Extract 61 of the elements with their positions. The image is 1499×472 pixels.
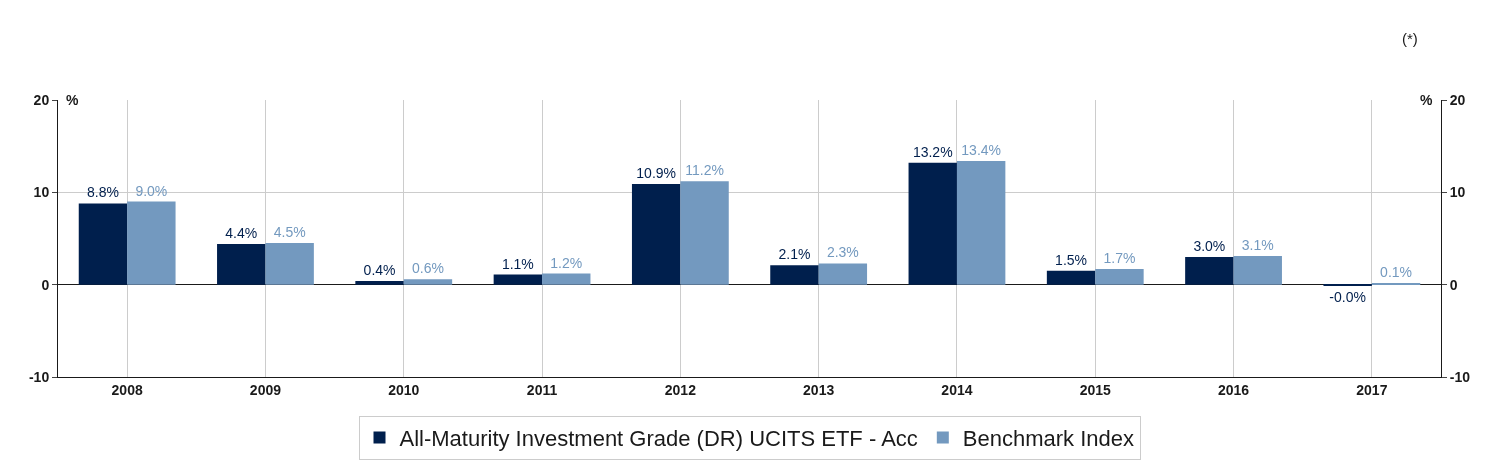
data-label: 9.0%: [135, 182, 168, 199]
bar: [127, 201, 176, 285]
data-label: 10.9%: [636, 165, 676, 182]
bar: [631, 184, 681, 285]
x-tick-label: 2010: [388, 381, 420, 398]
bar: [493, 274, 543, 285]
x-tick-label: 2016: [1217, 381, 1250, 398]
x-tick-label: 2011: [526, 381, 558, 398]
data-label: 3.1%: [1241, 237, 1274, 254]
data-label: 4.4%: [225, 225, 258, 242]
x-tick-label: 2012: [664, 381, 697, 398]
y2-tick-label: 20: [1449, 91, 1466, 108]
legend-label: Benchmark Index: [962, 426, 1135, 452]
data-label: 13.2%: [912, 143, 953, 160]
data-label: 2.3%: [826, 244, 859, 261]
y-axis-title: %: [66, 92, 79, 108]
y-tick-label: -10: [28, 368, 50, 385]
bar: [680, 181, 729, 285]
text: (*): [1402, 30, 1418, 47]
bar: [355, 280, 404, 285]
bar: [403, 279, 453, 285]
y-tick-label: 20: [33, 91, 50, 108]
data-label: 0.4%: [363, 261, 396, 278]
y-tick-label: 0: [41, 276, 50, 293]
data-label: 8.8%: [86, 184, 119, 201]
data-label: 2.1%: [778, 246, 811, 263]
data-label: 4.5%: [273, 224, 306, 241]
data-label: 3.0%: [1193, 237, 1226, 254]
data-label: 13.4%: [961, 141, 1002, 158]
x-tick-label: 2013: [803, 381, 835, 398]
data-label: 1.1%: [501, 255, 534, 272]
x-tick-label: 2015: [1079, 381, 1112, 398]
data-label: 1.7%: [1103, 249, 1136, 266]
y2-tick-label: 0: [1449, 276, 1458, 293]
data-label: 0.1%: [1380, 264, 1413, 280]
bar: [1233, 256, 1282, 285]
bar: [217, 244, 266, 285]
bar: [1185, 256, 1234, 285]
bar: [818, 263, 868, 285]
data-label: 0.6%: [411, 260, 444, 277]
bar: [770, 265, 819, 285]
bar: [78, 203, 128, 285]
y2-tick-label: 10: [1449, 184, 1466, 201]
legend-label: All-Maturity Investment Grade (DR) UCITS ETF - Acc: [399, 426, 918, 452]
y-tick-label: 10: [33, 184, 50, 201]
bar: [908, 162, 957, 285]
bar: [956, 160, 1006, 285]
bar: [1046, 270, 1096, 285]
data-label: 11.2%: [685, 162, 724, 179]
x-tick-label: 2017: [1356, 381, 1388, 398]
x-tick-label: 2014: [941, 381, 973, 398]
data-label: 1.5%: [1055, 251, 1088, 268]
data-label: -0.0%: [1329, 289, 1366, 305]
bar: [542, 273, 591, 285]
y2-axis-title: %: [1420, 92, 1433, 108]
bar: [265, 243, 314, 285]
y2-tick-label: -10: [1449, 368, 1471, 385]
bar: [1095, 268, 1144, 285]
x-tick-label: 2009: [249, 381, 282, 398]
x-tick-label: 2008: [111, 381, 143, 398]
data-label: 1.2%: [550, 254, 583, 271]
